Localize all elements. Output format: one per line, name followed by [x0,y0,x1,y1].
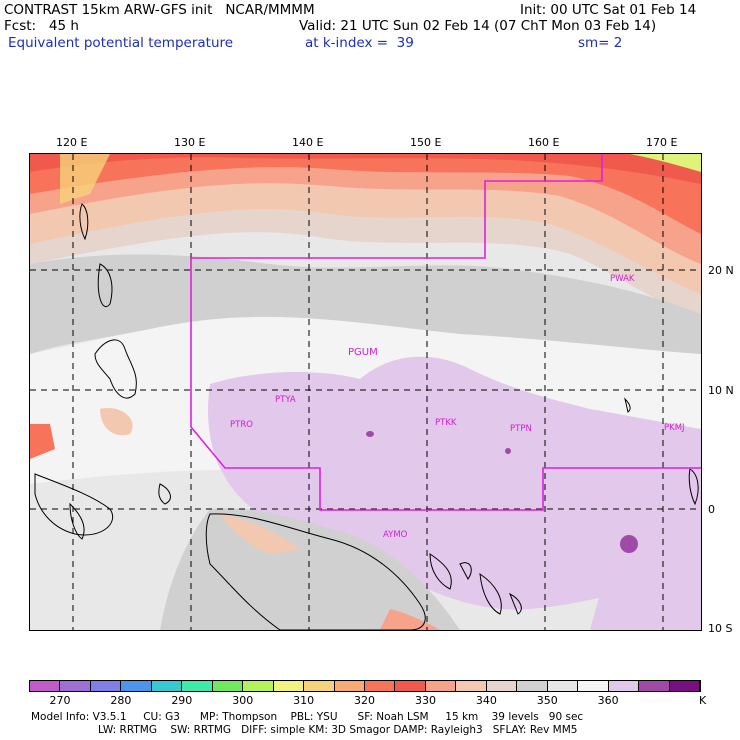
colorbar-tick-label: 350 [536,694,558,707]
field-name: Equivalent potential temperature [8,35,234,51]
lon-label-140e: 140 E [292,136,324,149]
station-ptpn: PTPN [510,424,532,434]
colorbar [29,680,701,692]
station-pgum: PGUM [348,347,378,358]
colorbar-unit: K [699,694,707,707]
lat-label-10s: 10 S [708,622,733,635]
colorbar-segment [517,681,548,691]
colorbar-segment [547,681,579,691]
model-info-line1: Model Info: V3.5.1 CU: G3 MP: Thompson P… [31,711,584,723]
colorbar-segment [486,681,518,691]
station-ptya: PTYA [275,395,296,405]
station-ptkk: PTKK [435,418,457,428]
lat-label-0: 0 [708,503,715,516]
colorbar-segment [425,681,457,691]
lon-label-130e: 130 E [174,136,206,149]
lon-label-150e: 150 E [410,136,442,149]
station-pkmj: PKMJ [664,423,685,433]
colorbar-tick-label: 290 [171,694,193,707]
colorbar-segment [639,681,670,691]
colorbar-segment [578,681,609,691]
colorbar-segment [30,681,61,691]
colorbar-segment [182,681,213,691]
colorbar-tick-label: 360 [597,694,619,707]
colorbar-segment [243,681,274,691]
lat-label-20n: 20 N [708,264,734,277]
smoothing: sm= 2 [578,35,623,51]
colorbar-segment [334,681,365,691]
colorbar-segment [60,681,91,691]
station-ptro: PTRO [230,420,253,430]
colorbar-segment [669,681,700,691]
colorbar-segment [212,681,244,691]
colorbar-tick-label: 310 [293,694,315,707]
colorbar-tick-label: 280 [110,694,132,707]
model-info-line2: LW: RRTMG SW: RRTMG DIFF: simple KM: 3D … [98,724,578,736]
model-title: CONTRAST 15km ARW-GFS init NCAR/MMMM [4,2,315,18]
colorbar-segment [273,681,305,691]
colorbar-segment [121,681,152,691]
k-index: at k-index = 39 [305,35,414,51]
colorbar-segment [456,681,487,691]
station-pwak: PWAK [610,274,635,284]
colorbar-tick-label: 340 [475,694,497,707]
forecast-hour: Fcst: 45 h [4,18,79,34]
colorbar-tick-label: 270 [49,694,71,707]
theta-e-field: PGUM PTYA PTRO PTKK PTPN PKMJ PWAK AYMO [30,154,701,630]
lon-label-170e: 170 E [646,136,678,149]
colorbar-segment [151,681,183,691]
colorbar-segment [90,681,122,691]
station-aymo: AYMO [383,530,408,540]
lon-label-160e: 160 E [528,136,560,149]
map-panel: PGUM PTYA PTRO PTKK PTPN PKMJ PWAK AYMO [29,153,702,631]
colorbar-segment [304,681,335,691]
lon-label-120e: 120 E [56,136,88,149]
colorbar-tick-label: 300 [232,694,254,707]
valid-time: Valid: 21 UTC Sun 02 Feb 14 (07 ChT Mon … [299,18,657,34]
colorbar-tick-label: 320 [354,694,376,707]
init-time: Init: 00 UTC Sat 01 Feb 14 [520,2,697,18]
lat-label-10n: 10 N [708,384,734,397]
colorbar-segment [395,681,426,691]
colorbar-segment [365,681,396,691]
colorbar-tick-label: 330 [414,694,436,707]
colorbar-segment [608,681,640,691]
